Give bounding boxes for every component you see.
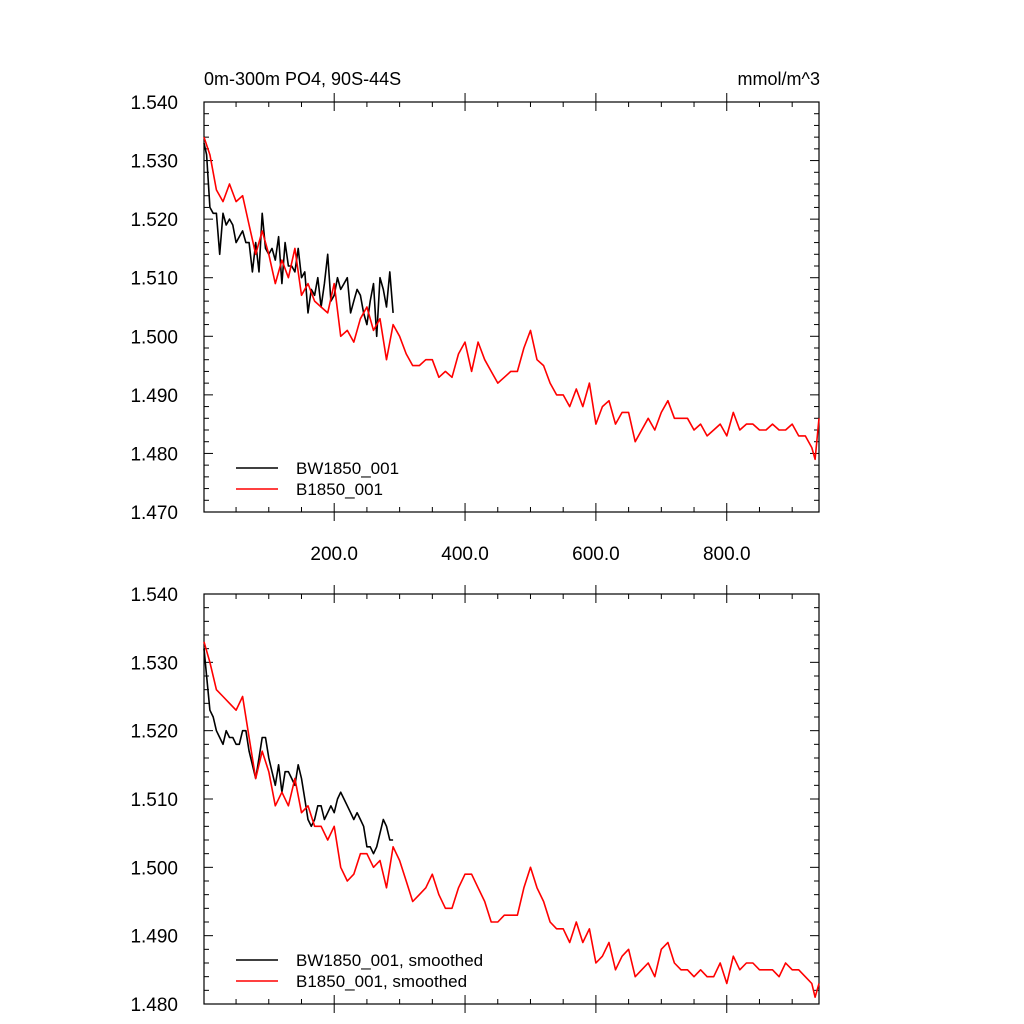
y-tick-label: 1.500 [130, 327, 178, 348]
y-tick-label: 1.480 [130, 995, 178, 1016]
series-line-bw1850-001-smoothed [203, 648, 394, 855]
legend-label: BW1850_001, smoothed [296, 951, 483, 970]
y-tick-label: 1.490 [130, 927, 178, 948]
y-tick-label: 1.470 [130, 503, 178, 524]
y-tick-label: 1.520 [130, 722, 178, 743]
series-line-b1850-001 [203, 136, 820, 461]
y-tick-label: 1.510 [130, 269, 178, 290]
top-panel: 0m-300m PO4, 90S-44S mmol/m^3 1.470 1.480… [130, 69, 820, 565]
top-legend: BW1850_001 B1850_001 [236, 459, 399, 499]
y-tick-label: 1.490 [130, 386, 178, 407]
y-tick-label: 1.540 [130, 93, 178, 114]
y-tick-label: 1.530 [130, 152, 178, 173]
x-tick-label: 200.0 [310, 544, 358, 565]
bottom-panel: 1.480 1.490 1.500 1.510 1.520 1.530 1.540 BW18… [130, 585, 820, 1016]
top-ticks: 1.470 1.480 1.490 1.500 1.510 1.520 1.530 1.540… [130, 93, 819, 565]
legend-label: BW1850_001 [296, 459, 399, 478]
bottom-ticks: 1.480 1.490 1.500 1.510 1.520 1.530 1.540 [130, 585, 819, 1016]
x-tick-label: 600.0 [572, 544, 620, 565]
bottom-legend: BW1850_001, smoothed B1850_001, smoothed [236, 951, 483, 991]
series-line-bw1850-001 [203, 142, 394, 338]
y-tick-label: 1.480 [130, 444, 178, 465]
y-tick-label: 1.530 [130, 653, 178, 674]
y-tick-label: 1.540 [130, 585, 178, 606]
x-tick-label: 800.0 [703, 544, 751, 565]
y-tick-label: 1.510 [130, 790, 178, 811]
legend-label: B1850_001 [296, 480, 383, 499]
bottom-series [203, 641, 820, 999]
top-plot-frame [203, 101, 820, 513]
series-line-b1850-001-smoothed [203, 641, 820, 999]
top-panel-title: 0m-300m PO4, 90S-44S [204, 69, 401, 89]
bottom-plot-frame [203, 593, 820, 1005]
top-series [203, 136, 820, 461]
x-tick-label: 400.0 [441, 544, 489, 565]
legend-label: B1850_001, smoothed [296, 972, 467, 991]
y-tick-label: 1.520 [130, 210, 178, 231]
top-panel-units: mmol/m^3 [738, 69, 820, 89]
y-tick-label: 1.500 [130, 858, 178, 879]
